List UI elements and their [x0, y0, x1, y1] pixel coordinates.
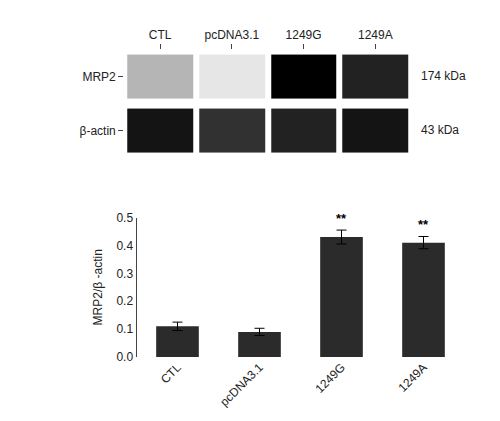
- svg-text:MRP2/β -actin: MRP2/β -actin: [92, 249, 106, 325]
- svg-text:0.4: 0.4: [116, 239, 133, 253]
- svg-text:1249G: 1249G: [312, 360, 347, 395]
- svg-text:174 kDa: 174 kDa: [421, 69, 466, 83]
- svg-text:**: **: [336, 211, 347, 226]
- svg-text:0.0: 0.0: [116, 350, 133, 364]
- svg-text:43 kDa: 43 kDa: [421, 123, 459, 137]
- svg-text:1249A: 1249A: [395, 360, 429, 394]
- svg-text:MRP2: MRP2: [82, 70, 116, 84]
- svg-text:1249G: 1249G: [286, 28, 322, 42]
- svg-text:0.3: 0.3: [116, 267, 133, 281]
- svg-text:0.5: 0.5: [116, 211, 133, 225]
- svg-text:pcDNA3.1: pcDNA3.1: [217, 360, 266, 409]
- svg-text:1249A: 1249A: [358, 28, 393, 42]
- svg-text:CTL: CTL: [158, 360, 184, 386]
- svg-text:pcDNA3.1: pcDNA3.1: [204, 28, 259, 42]
- svg-text:CTL: CTL: [149, 28, 172, 42]
- svg-text:0.1: 0.1: [116, 322, 133, 336]
- svg-text:β-actin: β-actin: [80, 124, 116, 138]
- svg-text:**: **: [418, 217, 429, 232]
- svg-text:0.2: 0.2: [116, 294, 133, 308]
